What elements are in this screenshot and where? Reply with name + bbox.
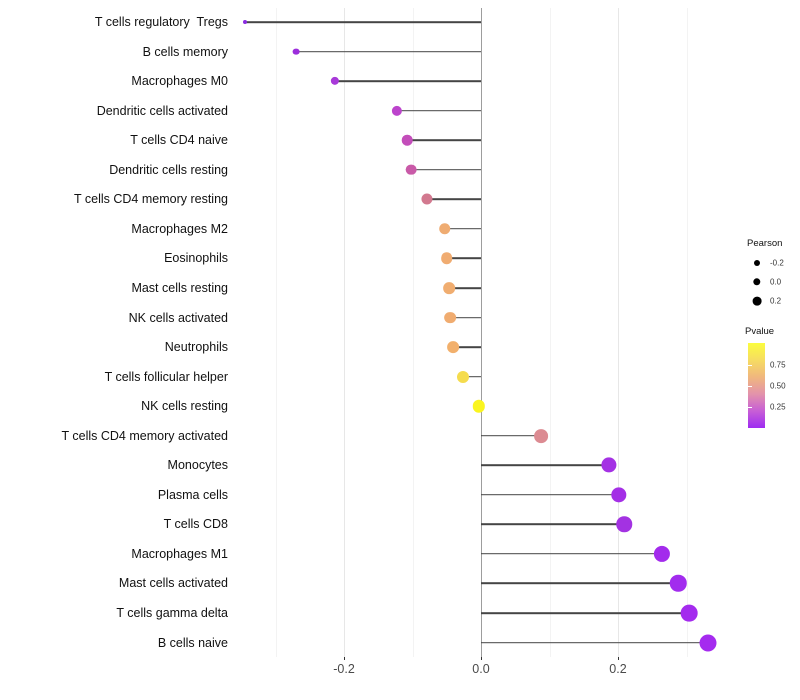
category-label: T cells CD8: [163, 517, 228, 532]
legend-size-label: 0.0: [770, 277, 782, 287]
category-label: Mast cells resting: [131, 280, 228, 295]
lollipop-point: [457, 370, 470, 383]
x-tick-mark: [481, 657, 482, 660]
lollipop-point: [421, 193, 433, 205]
colorbar-tick: [748, 386, 752, 387]
category-label: Plasma cells: [157, 487, 228, 502]
lollipop-point: [699, 634, 717, 652]
lollipop-point: [292, 48, 300, 55]
lollipop-stem: [444, 228, 481, 230]
category-label: B cells naive: [157, 635, 228, 650]
lollipop-point: [472, 399, 486, 413]
lollipop-point: [680, 604, 698, 622]
category-label: T cells gamma delta: [116, 606, 228, 620]
x-tick-mark: [344, 657, 345, 660]
colorbar-tick: [748, 407, 752, 408]
lollipop-point: [438, 223, 451, 235]
lollipop-stem: [296, 50, 481, 53]
category-label: NK cells activated: [128, 310, 228, 325]
lollipop-stem: [463, 375, 481, 378]
lollipop-point: [616, 516, 632, 533]
colorbar-label: 0.50: [770, 381, 786, 391]
lollipop-stem: [407, 139, 481, 141]
lollipop-stem: [335, 80, 481, 82]
lollipop-point: [243, 20, 248, 24]
lollipop-point: [440, 252, 453, 265]
lollipop-point: [443, 282, 456, 294]
category-label: Neutrophils: [164, 340, 228, 355]
x-tick-label: 0.0: [472, 662, 490, 676]
lollipop-point: [601, 457, 617, 473]
x-tick-label: -0.2: [333, 662, 355, 676]
lollipop-point: [610, 487, 627, 503]
category-label: Macrophages M2: [131, 221, 228, 236]
category-label: NK cells resting: [141, 399, 228, 414]
lollipop-point: [444, 311, 457, 324]
lollipop-point: [391, 105, 402, 116]
category-label: T cells CD4 memory activated: [61, 428, 229, 443]
legend-color-title: Pvalue: [745, 326, 775, 337]
lollipop-point: [405, 164, 417, 176]
lollipop-stem: [481, 434, 542, 437]
lollipop-stem: [481, 553, 662, 555]
lollipop-stem: [481, 464, 610, 467]
lollipop-stem: [449, 287, 481, 289]
lollipop-stem: [481, 523, 625, 526]
lollipop-point: [670, 575, 687, 592]
legend-size-dot: [752, 296, 762, 306]
category-label: Eosinophils: [164, 251, 228, 266]
legend-size-dot: [754, 260, 760, 266]
lollipop-stem: [396, 109, 481, 112]
lollipop-stem: [450, 316, 481, 319]
colorbar-label: 0.75: [770, 360, 786, 370]
lollipop-stem: [481, 641, 708, 644]
lollipop-stem: [452, 346, 481, 348]
category-label: T cells regulatory Tregs: [94, 15, 228, 29]
legend-size-label: 0.2: [770, 296, 782, 306]
category-label: Macrophages M0: [131, 74, 228, 89]
category-label: Dendritic cells activated: [96, 103, 228, 118]
gridline-major: [344, 8, 345, 657]
x-tick-label: 0.2: [609, 662, 627, 676]
colorbar-tick: [748, 365, 752, 366]
lollipop-stem: [245, 21, 481, 23]
category-label: Macrophages M1: [131, 546, 228, 561]
legend-size-label: -0.2: [770, 258, 784, 268]
gridline-minor: [549, 8, 551, 657]
category-label: Dendritic cells resting: [109, 162, 228, 177]
x-tick-mark: [618, 657, 619, 660]
gridline-major: [618, 8, 619, 657]
lollipop-stem: [481, 494, 619, 496]
pvalue-colorbar: [748, 343, 765, 428]
lollipop-stem: [426, 198, 481, 201]
category-label: Monocytes: [167, 458, 228, 473]
lollipop-point: [534, 428, 549, 443]
category-label: T cells follicular helper: [104, 369, 228, 384]
lollipop-point: [653, 545, 670, 562]
legend-size-title: Pearson: [747, 238, 783, 249]
category-label: T cells CD4 memory resting: [74, 192, 228, 207]
legend-size-dot: [753, 278, 761, 286]
lollipop-point: [401, 134, 413, 146]
zero-reference-line: [481, 8, 483, 657]
lollipop-point: [330, 76, 340, 86]
gridline-minor: [412, 8, 414, 657]
category-label: B cells memory: [142, 44, 228, 59]
category-label: Mast cells activated: [118, 576, 228, 591]
lollipop-stem: [481, 612, 690, 614]
colorbar-label: 0.25: [770, 402, 786, 412]
lollipop-stem: [411, 168, 481, 171]
lollipop-point: [447, 341, 459, 353]
lollipop-stem: [446, 257, 481, 260]
gridline-minor: [686, 8, 688, 657]
lollipop-stem: [481, 582, 679, 585]
category-label: T cells CD4 naive: [130, 133, 228, 148]
gridline-minor: [275, 8, 277, 657]
